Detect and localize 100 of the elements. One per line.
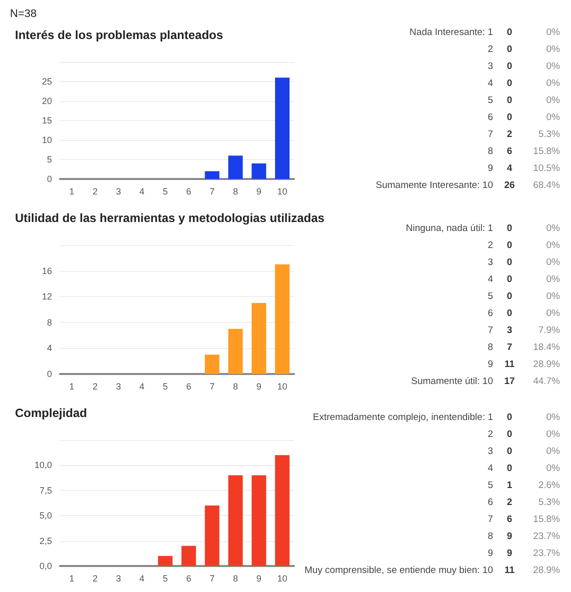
bar (275, 78, 290, 179)
data-label: 0 (506, 44, 512, 55)
y2-tick-label: 7.9% (538, 325, 561, 336)
y-tick-label: 6 (488, 112, 493, 123)
bar (275, 455, 290, 566)
y2-tick-label: 28.9% (533, 359, 561, 370)
data-label: 0 (506, 429, 512, 440)
x-tick-label: 9 (256, 574, 262, 584)
x-tick-label: 1 (69, 382, 74, 392)
y-tick-label: 9 (488, 548, 493, 559)
y-tick-label: 5 (488, 95, 493, 106)
x-tick-label: 10 (277, 382, 288, 392)
y2-tick-label: 0% (546, 274, 561, 285)
x-tick-label: 10 (277, 186, 288, 196)
y2-tick-label: 0% (546, 61, 561, 72)
data-label: 11 (504, 359, 516, 370)
y-tick-label: 9 (488, 163, 493, 174)
x-tick-label: 4 (139, 382, 144, 392)
data-label: 0 (506, 412, 512, 423)
y2-tick-label: 5.3% (538, 497, 561, 508)
y-tick-label: 0 (46, 369, 52, 379)
y-tick-label: 20 (42, 96, 52, 106)
y2-tick-label: 44.7% (533, 376, 561, 387)
y2-tick-label: 0% (546, 240, 561, 251)
x-tick-label: 1 (69, 186, 74, 196)
data-label: 3 (506, 325, 512, 336)
y-tick-label: 4 (488, 463, 493, 474)
y-tick-label: 5 (46, 154, 52, 164)
y-tick-label: 2,5 (39, 536, 52, 546)
y-tick-label: 8 (488, 531, 493, 542)
y2-tick-label: 0% (546, 429, 561, 440)
y2-tick-label: 10.5% (533, 163, 561, 174)
y-tick-label: 0 (46, 174, 52, 184)
x-tick-label: 3 (116, 574, 122, 584)
data-label: 0 (506, 308, 512, 319)
y2-tick-label: 5.3% (538, 129, 561, 140)
chart-title: Utilidad de las herramientas y metodologias utilizadas (15, 211, 325, 225)
x-tick-label: 5 (162, 574, 168, 584)
bar (252, 475, 266, 566)
x-tick-label: 2 (92, 382, 98, 392)
y-tick-label: 8 (46, 317, 52, 328)
y-tick-label: 5,0 (39, 510, 52, 521)
x-tick-label: 2 (92, 186, 98, 196)
y-tick-label: 10 (42, 135, 52, 145)
y-tick-label: 2 (488, 44, 493, 55)
y2-tick-label: 0% (546, 257, 561, 268)
data-label: 0 (506, 240, 512, 251)
bar (228, 156, 243, 179)
x-tick-label: 8 (232, 186, 238, 196)
x-tick-label: 10 (277, 574, 288, 584)
data-label: 9 (506, 548, 512, 559)
y-tick-label: 4 (488, 274, 493, 285)
data-label: 9 (506, 531, 512, 542)
data-label: 2 (506, 497, 512, 508)
data-label: 0 (506, 257, 512, 268)
x-tick-label: 5 (162, 382, 168, 392)
y-tick-label: Sumamente Interesante: 10 (376, 180, 493, 191)
y-tick-label: 15 (42, 116, 52, 126)
data-label: 11 (504, 565, 516, 576)
chart-title: Interés de los problemas planteados (15, 28, 224, 42)
x-tick-label: 8 (232, 574, 238, 584)
bar (228, 328, 243, 374)
y-tick-label: 7,5 (39, 485, 52, 496)
y2-tick-label: 0% (546, 412, 561, 423)
x-tick-label: 9 (256, 382, 262, 392)
y2-tick-label: 15.8% (533, 146, 561, 157)
data-label: 7 (506, 342, 512, 353)
y-tick-label: 8 (488, 146, 493, 157)
data-label: 4 (506, 163, 513, 174)
data-label: 1 (506, 480, 513, 491)
y-tick-label: 12 (42, 292, 52, 302)
y-tick-label: 10,0 (34, 460, 52, 470)
bar (275, 264, 290, 374)
y2-tick-label: 0% (546, 308, 561, 319)
y-tick-label: 8 (488, 342, 493, 353)
y2-tick-label: 0% (546, 27, 561, 38)
y-tick-label: 25 (42, 76, 52, 86)
data-label: 0 (506, 291, 512, 302)
bar (252, 303, 266, 374)
y-tick-label: 6 (488, 308, 493, 319)
y2-tick-label: 0% (546, 95, 561, 106)
y-tick-label: Extremadamente complejo, inentendible: 1 (312, 412, 493, 423)
data-label: 17 (504, 376, 515, 387)
y2-tick-label: 0% (546, 446, 561, 457)
y-tick-label: 7 (488, 514, 493, 525)
y2-tick-label: 0% (546, 112, 561, 123)
x-tick-label: 7 (210, 574, 215, 584)
x-tick-label: 3 (116, 186, 122, 196)
data-label: 0 (506, 274, 512, 285)
bar (228, 475, 243, 566)
y2-tick-label: 0% (546, 463, 561, 474)
bar (181, 546, 196, 566)
y-tick-label: 3 (488, 257, 493, 268)
y-tick-label: 4 (46, 343, 52, 354)
y2-tick-label: 0% (546, 223, 561, 234)
data-label: 6 (506, 514, 512, 525)
y-tick-label: Ninguna, nada útil: 1 (406, 223, 493, 234)
y-tick-label: 7 (488, 129, 493, 140)
y2-tick-label: 23.7% (533, 531, 561, 542)
data-label: 0 (506, 112, 512, 123)
